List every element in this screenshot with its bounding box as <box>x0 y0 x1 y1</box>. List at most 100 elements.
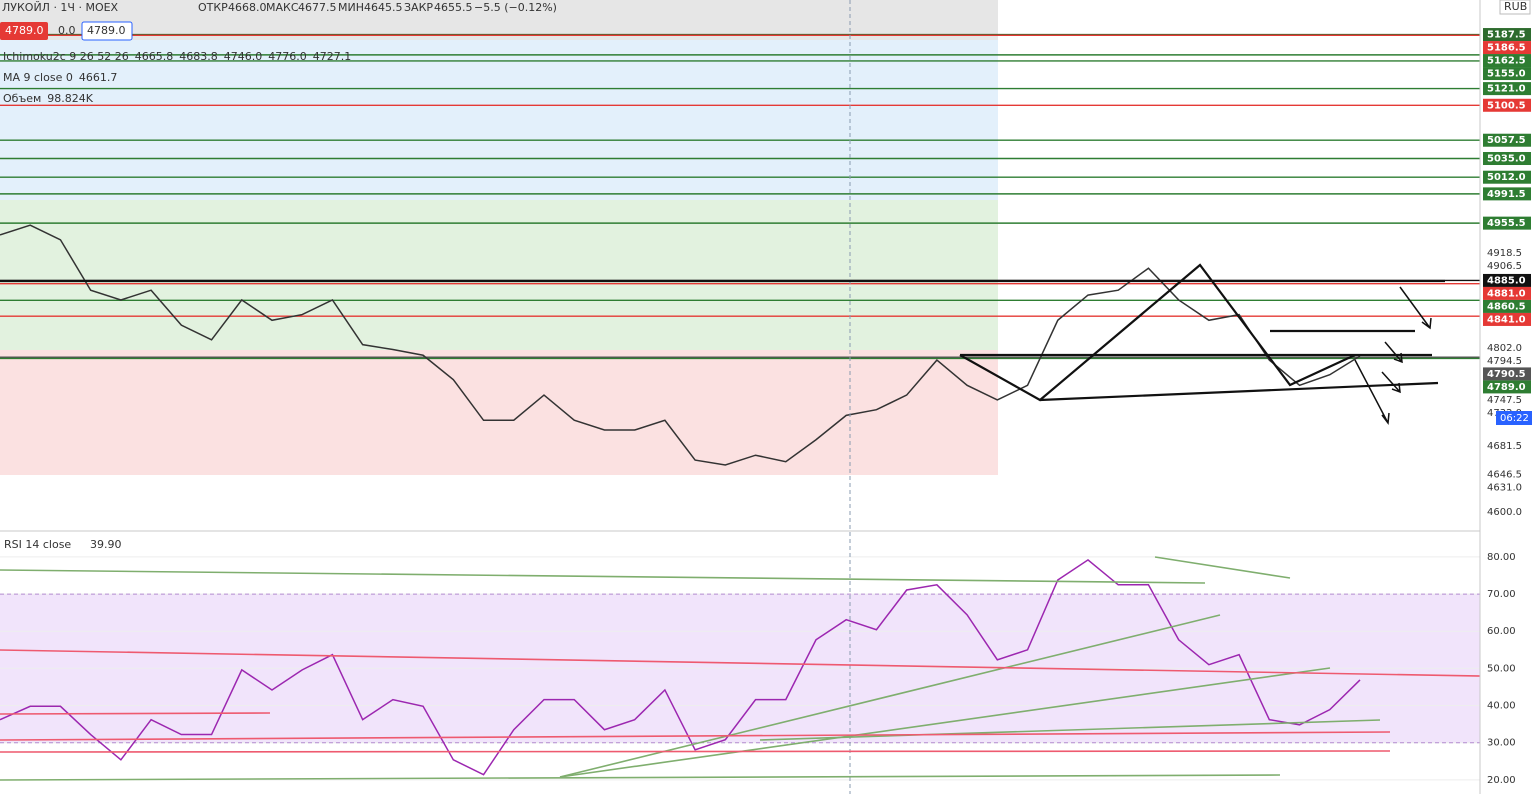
drawings <box>0 263 1445 425</box>
rsi-axis-labels: 80.00 70.00 60.00 50.00 40.00 30.00 20.00 <box>1487 552 1516 786</box>
series-line <box>0 558 1361 776</box>
price-label-box <box>1483 152 1531 166</box>
close: 4655.5 <box>434 1 473 14</box>
trend-line <box>559 614 1221 778</box>
y-tick-label: 4991.5 <box>1487 189 1526 200</box>
zone-red <box>0 350 998 475</box>
arrow <box>1384 341 1403 364</box>
y-tick-label: 4955.5 <box>1487 218 1526 229</box>
currency-button[interactable] <box>1499 0 1531 15</box>
trend-line <box>0 569 1206 584</box>
y-tick-label: 4681.5 <box>1487 441 1522 452</box>
arrow <box>1399 286 1432 330</box>
indicator-name: MA 9 close 0 <box>3 71 73 84</box>
rsi-drawings <box>0 556 1533 781</box>
currency[interactable]: RUB <box>1504 0 1527 13</box>
open: 4668.0 <box>228 1 267 14</box>
price-label-box <box>1483 54 1531 68</box>
price-label-box <box>1483 367 1531 381</box>
indicator-name: Объем <box>3 92 41 105</box>
indicator-value: 4727.1 <box>313 50 352 63</box>
y-tick-label: 5121.0 <box>1487 84 1526 95</box>
price-label-box <box>1483 299 1531 313</box>
y-tick-label: 4802.0 <box>1487 343 1522 354</box>
price-label-box <box>1483 98 1531 112</box>
price-label-box <box>1483 170 1531 184</box>
sell-price[interactable]: 4789.0 <box>5 24 44 37</box>
y-tick-label: 4885.0 <box>1487 275 1526 286</box>
price-label-box <box>1483 28 1531 42</box>
price-label-box <box>1483 286 1531 300</box>
y-tick-label: 50.00 <box>1487 663 1516 674</box>
y-tick-label: 4631.0 <box>1487 482 1522 493</box>
y-tick-label: 5187.5 <box>1487 30 1526 41</box>
trend-line <box>959 263 1356 402</box>
trend-line <box>0 750 1391 753</box>
price-label-box <box>1483 67 1531 81</box>
y-tick-label: 60.00 <box>1487 626 1516 637</box>
y-tick-label: 30.00 <box>1487 738 1516 749</box>
indicator-name: Ichimoku2c 9 26 52 26 <box>3 50 129 63</box>
y-tick-label: 4789.0 <box>1487 382 1526 393</box>
high-label: МАКС <box>266 1 299 14</box>
close-label: ЗАКР <box>404 1 433 14</box>
rsi-last: 39.90 <box>90 538 122 551</box>
high: 4677.5 <box>298 1 337 14</box>
trend-line <box>759 719 1381 741</box>
y-tick-label: 70.00 <box>1487 589 1516 600</box>
price-axis <box>1480 0 1533 794</box>
sell-button[interactable] <box>0 22 48 40</box>
price-axis-labels: 5187.5 5186.5 5162.5 5155.0 5121.0 5100.5 5057… <box>1483 28 1532 518</box>
countdown-box <box>1496 411 1532 425</box>
indicator-legend: Ichimoku2c 9 26 52 26 4665.8 4683.8 4746.0 4… <box>3 50 351 105</box>
low-label: МИН <box>338 1 364 14</box>
trend-line <box>559 667 1331 778</box>
trend-line <box>0 649 1533 678</box>
countdown: 06:22 <box>1500 413 1529 424</box>
price-label-box <box>1483 187 1531 201</box>
zone-blue <box>0 40 998 200</box>
price-label-box <box>1483 273 1531 287</box>
y-tick-label: 4881.0 <box>1487 288 1526 299</box>
indicator-value: 4746.0 <box>224 50 263 63</box>
buy-price[interactable]: 4789.0 <box>87 24 126 37</box>
y-tick-label: 4906.5 <box>1487 261 1522 272</box>
arrow <box>1381 371 1401 394</box>
y-tick-label: 20.00 <box>1487 775 1516 786</box>
y-tick-label: 80.00 <box>1487 552 1516 563</box>
y-tick-label: 4841.0 <box>1487 314 1526 325</box>
price-label-box <box>1483 133 1531 147</box>
y-tick-label: 4646.5 <box>1487 469 1522 480</box>
indicator-value: 4683.8 <box>179 50 218 63</box>
y-tick-label: 40.00 <box>1487 701 1516 712</box>
y-tick-label: 5035.0 <box>1487 154 1526 165</box>
y-tick-label: 5162.5 <box>1487 56 1526 67</box>
rsi-title: RSI 14 close <box>4 538 71 551</box>
buy-button[interactable] <box>81 21 133 41</box>
trend-line <box>0 712 271 715</box>
change: −5.5 (−0.12%) <box>474 1 557 14</box>
y-tick-label: 5100.5 <box>1487 100 1526 111</box>
y-tick-label: 5186.5 <box>1487 43 1526 54</box>
price-label-box <box>1483 380 1531 394</box>
price-label-box <box>1483 41 1531 55</box>
trend-line <box>1039 381 1439 402</box>
y-tick-label: 4600.0 <box>1487 507 1522 518</box>
rsi-pane <box>0 556 1480 781</box>
symbol: ЛУКОЙЛ · 1Ч · MOEX <box>2 1 119 14</box>
trend-line <box>1154 556 1291 579</box>
y-tick-label: 4790.5 <box>1487 369 1526 380</box>
open-label: ОТКР <box>198 1 228 14</box>
indicator-value: 98.824K <box>47 92 93 105</box>
y-tick-label: 5155.0 <box>1487 69 1526 80</box>
price-label-box <box>1483 216 1531 230</box>
trend-line <box>0 731 1391 741</box>
series-line <box>0 224 1361 466</box>
y-tick-label: 5012.0 <box>1487 172 1526 183</box>
indicator-value: 4661.7 <box>79 71 118 84</box>
zone-green <box>0 200 998 350</box>
arrow <box>1354 359 1390 425</box>
trend-line <box>0 774 1281 781</box>
